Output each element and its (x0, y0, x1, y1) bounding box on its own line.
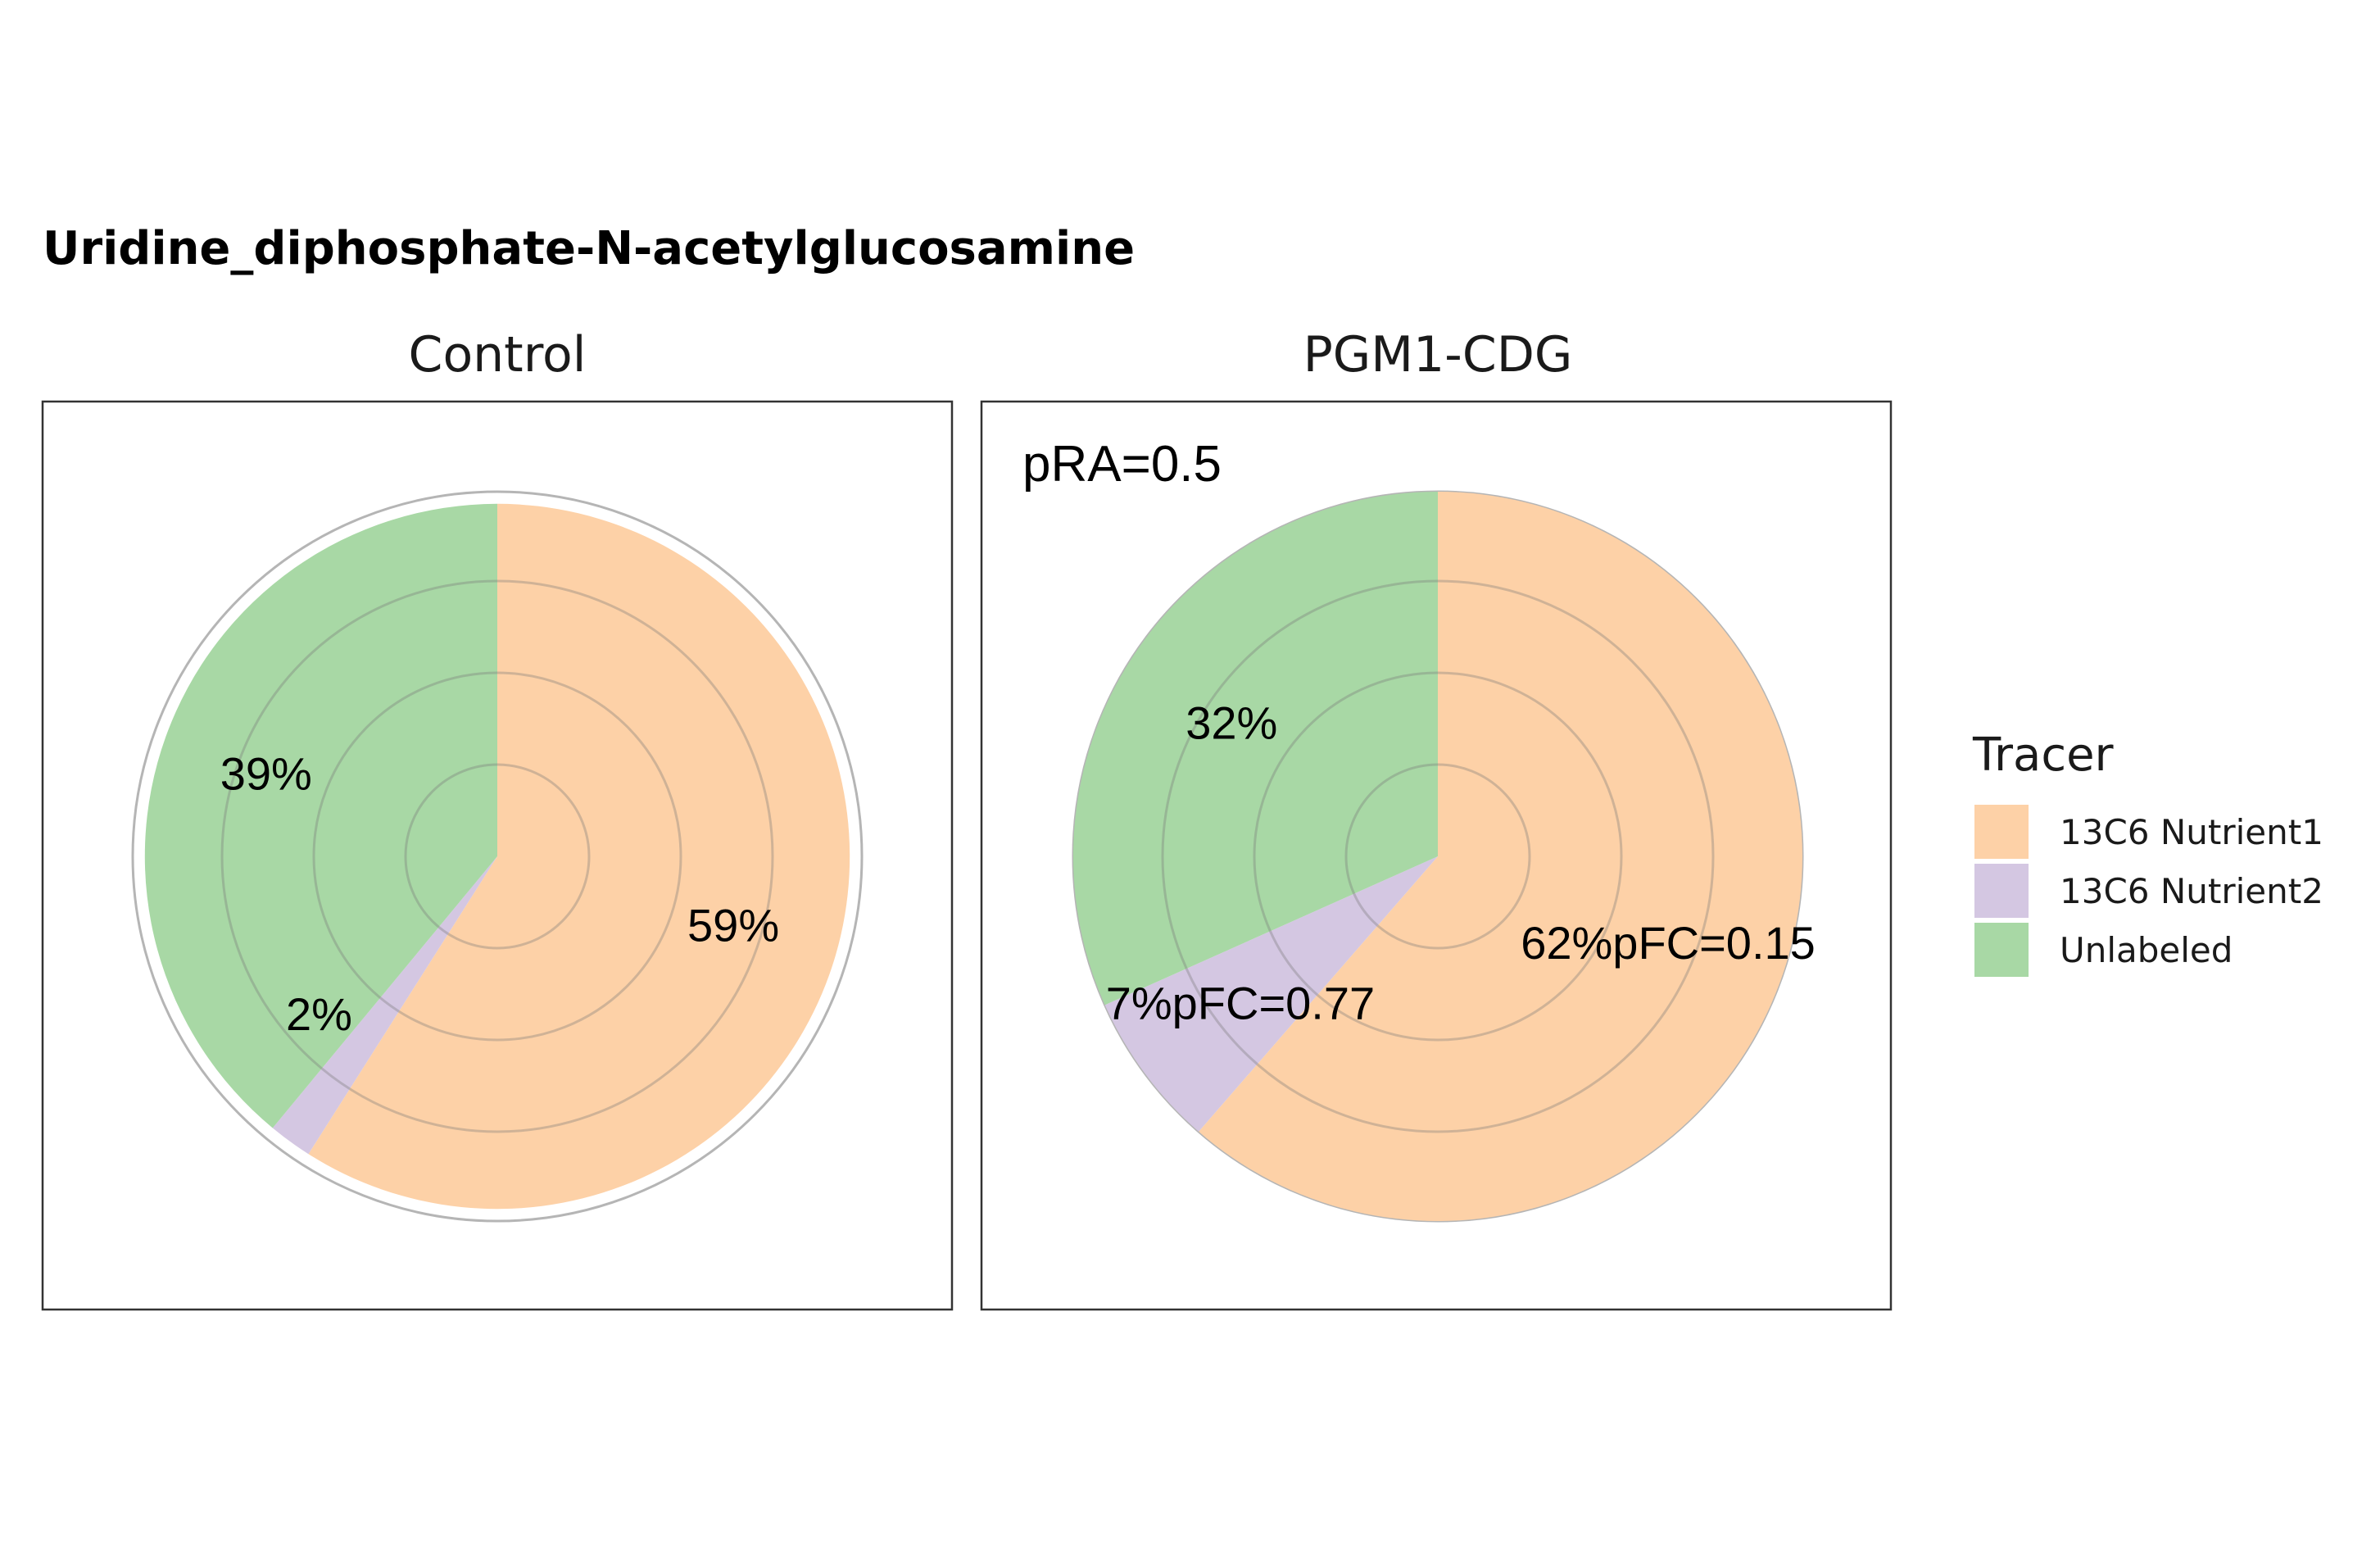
pie-panel-control: 59% 2% 39% (131, 490, 864, 1223)
chart-title: Uridine_diphosphate-N-acetylglucosamine (43, 222, 1135, 275)
pie-slice-control-13c6-nutrient2 (272, 856, 497, 1155)
data-label-pgm1-cdg-unlabeled: 32% (1185, 697, 1277, 749)
pie-slice-pgm1-cdg-unlabeled (1073, 492, 1438, 1006)
grid-ring-control-1 (404, 763, 591, 950)
legend-key-13c6-nutrient1 (1974, 805, 2029, 859)
data-label-pgm1-cdg-13c6-nutrient2: 7%pFC=0.77 (1106, 978, 1375, 1029)
legend-label-unlabeled: Unlabeled (2060, 930, 2233, 970)
panel-title-pgm1-cdg: PGM1-CDG (1303, 326, 1573, 384)
data-label-control-13c6-nutrient2: 2% (286, 988, 352, 1040)
legend: Tracer 13C6 Nutrient1 13C6 Nutrient2 Unl… (1972, 729, 2323, 977)
pie-slice-control-unlabeled (144, 503, 498, 1128)
data-label-pgm1-cdg-13c6-nutrient1: 62%pFC=0.15 (1521, 917, 1816, 969)
grid-ring-control-2 (312, 671, 682, 1042)
outer-reference-circle-control (131, 490, 864, 1223)
legend-key-unlabeled (1974, 923, 2029, 977)
data-label-control-13c6-nutrient1: 59% (687, 900, 779, 951)
panel-title-control: Control (409, 326, 587, 384)
panel-annotation-pra: pRA=0.5 (1022, 436, 1222, 493)
legend-label-13c6-nutrient2: 13C6 Nutrient2 (2060, 871, 2323, 911)
legend-label-13c6-nutrient1: 13C6 Nutrient1 (2060, 812, 2323, 852)
pie-panel-pgm1-cdg: 62%pFC=0.15 7%pFC=0.77 32% (1072, 490, 1816, 1223)
pie-slice-pgm1-cdg-13c6-nutrient2 (1104, 856, 1438, 1132)
data-label-control-unlabeled: 39% (220, 747, 312, 799)
pie-slice-control-13c6-nutrient1 (308, 503, 850, 1210)
legend-key-13c6-nutrient2 (1974, 864, 2029, 918)
grid-ring-pgm1-cdg-2 (1253, 671, 1623, 1042)
grid-ring-control-3 (220, 579, 774, 1133)
legend-title: Tracer (1972, 729, 2115, 782)
pie-slice-pgm1-cdg-13c6-nutrient1 (1199, 492, 1802, 1221)
grid-ring-pgm1-cdg-1 (1344, 763, 1531, 950)
grid-ring-pgm1-cdg-3 (1161, 579, 1715, 1133)
